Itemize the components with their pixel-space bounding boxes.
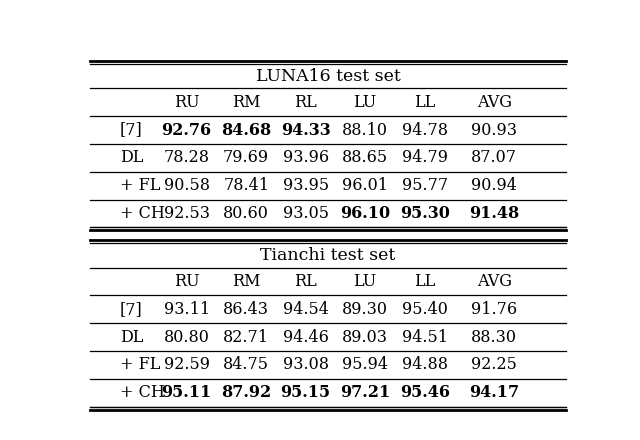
Text: 82.71: 82.71 [223,329,269,345]
Text: 95.11: 95.11 [161,384,212,401]
Text: LL: LL [414,273,435,290]
Text: 93.95: 93.95 [283,177,329,194]
Text: 88.30: 88.30 [471,329,517,345]
Text: LU: LU [353,273,377,290]
Text: 93.05: 93.05 [283,205,329,222]
Text: 96.10: 96.10 [340,205,390,222]
Text: 94.54: 94.54 [283,301,328,318]
Text: RU: RU [174,273,200,290]
Text: 93.11: 93.11 [164,301,210,318]
Text: 86.43: 86.43 [223,301,269,318]
Text: 93.96: 93.96 [283,149,329,166]
Text: 92.25: 92.25 [471,356,517,373]
Text: 89.03: 89.03 [342,329,388,345]
Text: 95.30: 95.30 [400,205,450,222]
Text: 87.07: 87.07 [471,149,517,166]
Text: 94.88: 94.88 [402,356,448,373]
Text: + FL: + FL [120,356,160,373]
Text: 95.15: 95.15 [280,384,331,401]
Text: 92.59: 92.59 [164,356,210,373]
Text: 84.75: 84.75 [223,356,269,373]
Text: 94.79: 94.79 [402,149,448,166]
Text: 91.76: 91.76 [471,301,517,318]
Text: 93.08: 93.08 [283,356,329,373]
Text: DL: DL [120,329,143,345]
Text: 97.21: 97.21 [340,384,390,401]
Text: 80.60: 80.60 [223,205,269,222]
Text: 94.46: 94.46 [283,329,328,345]
Text: 96.01: 96.01 [342,177,388,194]
Text: 87.92: 87.92 [221,384,271,401]
Text: 94.33: 94.33 [281,121,330,139]
Text: AVG: AVG [477,94,511,111]
Text: 92.76: 92.76 [161,121,212,139]
Text: 89.30: 89.30 [342,301,388,318]
Text: 95.40: 95.40 [402,301,447,318]
Text: Tianchi test set: Tianchi test set [260,247,396,264]
Text: RM: RM [232,94,260,111]
Text: + FL: + FL [120,177,160,194]
Text: RM: RM [232,273,260,290]
Text: RL: RL [294,273,317,290]
Text: 88.65: 88.65 [342,149,388,166]
Text: 91.48: 91.48 [469,205,519,222]
Text: [7]: [7] [120,301,143,318]
Text: 78.28: 78.28 [164,149,210,166]
Text: 78.41: 78.41 [223,177,269,194]
Text: 94.51: 94.51 [402,329,448,345]
Text: 80.80: 80.80 [164,329,209,345]
Text: 94.17: 94.17 [469,384,519,401]
Text: + CH: + CH [120,205,164,222]
Text: 90.58: 90.58 [164,177,210,194]
Text: LU: LU [353,94,377,111]
Text: 95.77: 95.77 [402,177,448,194]
Text: 90.93: 90.93 [471,121,517,139]
Text: 79.69: 79.69 [223,149,269,166]
Text: DL: DL [120,149,143,166]
Text: 84.68: 84.68 [221,121,271,139]
Text: 95.94: 95.94 [342,356,388,373]
Text: RL: RL [294,94,317,111]
Text: AVG: AVG [477,273,511,290]
Text: RU: RU [174,94,200,111]
Text: 95.46: 95.46 [400,384,450,401]
Text: 88.10: 88.10 [342,121,388,139]
Text: [7]: [7] [120,121,143,139]
Text: 92.53: 92.53 [164,205,210,222]
Text: LL: LL [414,94,435,111]
Text: LUNA16 test set: LUNA16 test set [255,68,401,84]
Text: 90.94: 90.94 [471,177,517,194]
Text: 94.78: 94.78 [402,121,448,139]
Text: + CH: + CH [120,384,164,401]
